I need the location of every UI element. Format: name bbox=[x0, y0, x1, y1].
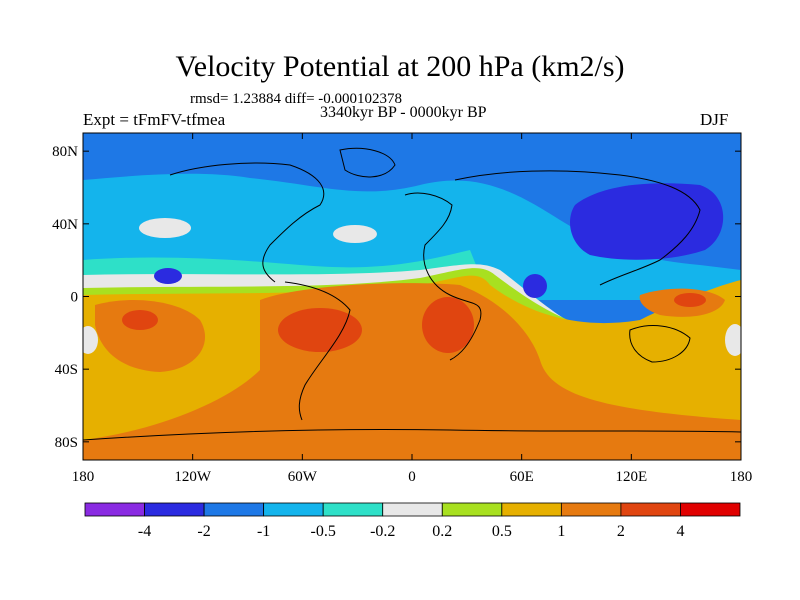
field-red-africa bbox=[422, 297, 474, 353]
field-red-westpac bbox=[674, 293, 706, 307]
axes-layer: 180 120W 60W 0 60E 120E 180 80N 40N 0 40S 80S bbox=[52, 133, 752, 485]
chart-title: Velocity Potential at 200 hPa (km2/s) bbox=[175, 50, 625, 83]
colorbar-label: 2 bbox=[617, 523, 625, 540]
field-darkblue-asia bbox=[570, 183, 724, 260]
colorbar-swatch bbox=[501, 502, 562, 517]
colorbar-swatch bbox=[560, 502, 622, 517]
coastline-antarctica bbox=[83, 428, 741, 441]
x-tick-label: 120W bbox=[174, 469, 212, 485]
colorbar-swatch bbox=[680, 502, 741, 517]
velocity-potential-map bbox=[83, 133, 741, 460]
colorbar-label: -0.2 bbox=[370, 523, 395, 540]
colorbar-label: -2 bbox=[197, 523, 210, 540]
field-red-pacific bbox=[122, 310, 158, 330]
coastlines bbox=[83, 147, 741, 441]
colorbar-label: 0.5 bbox=[492, 523, 512, 540]
colorbar-label: 4 bbox=[676, 523, 684, 540]
y-tick-label: 0 bbox=[71, 290, 79, 306]
field-darkblue-indian bbox=[523, 274, 547, 298]
coastline-greenland bbox=[339, 147, 396, 178]
field-white-northatlantic bbox=[333, 225, 377, 243]
colorbar-swatch bbox=[382, 502, 443, 517]
x-tick-label: 120E bbox=[615, 469, 647, 485]
colorbar-swatch bbox=[322, 502, 384, 517]
colorbar-swatch bbox=[263, 502, 324, 517]
colorbar-label: -1 bbox=[257, 523, 270, 540]
colorbar-swatch bbox=[84, 502, 145, 517]
y-tick-label: 80N bbox=[52, 144, 78, 160]
field-white-pacific-edge bbox=[83, 326, 98, 354]
colorbar-label: -0.5 bbox=[311, 523, 336, 540]
field-orange-region bbox=[83, 283, 741, 460]
x-tick-label: 60W bbox=[288, 469, 318, 485]
x-tick-label: 0 bbox=[408, 469, 416, 485]
coastline-north-america bbox=[169, 162, 325, 283]
colorbar-label: 1 bbox=[557, 523, 565, 540]
x-tick-label: 180 bbox=[730, 469, 753, 485]
period-label: 3340kyr BP - 0000kyr BP bbox=[320, 104, 487, 121]
colorbar-swatch bbox=[203, 502, 265, 517]
field-darkblue-pacific bbox=[154, 268, 182, 284]
colorbar-swatch bbox=[620, 502, 681, 517]
colorbar-label: 0.2 bbox=[432, 523, 452, 540]
x-tick-label: 180 bbox=[72, 469, 95, 485]
colorbar: -4 -2 -1 -0.5 -0.2 0.2 0.5 1 2 4 bbox=[84, 502, 741, 540]
field-white-westpac-edge bbox=[725, 324, 741, 356]
colorbar-label: -4 bbox=[138, 523, 151, 540]
field-white-northpacific bbox=[139, 218, 191, 238]
stats-line: rmsd= 1.23884 diff= -0.000102378 bbox=[190, 91, 403, 107]
y-tick-label: 80S bbox=[55, 435, 78, 451]
experiment-label: Expt = tFmFV-tfmea bbox=[83, 110, 226, 129]
coastline-south-america bbox=[284, 281, 351, 421]
y-tick-label: 40N bbox=[52, 217, 78, 233]
colorbar-swatch bbox=[144, 502, 205, 517]
coastline-europe-africa bbox=[404, 192, 482, 361]
field-red-southamerica bbox=[278, 308, 362, 352]
colorbar-swatch bbox=[441, 502, 503, 517]
season-label: DJF bbox=[700, 110, 729, 129]
coastline-asia bbox=[454, 170, 701, 286]
x-tick-label: 60E bbox=[510, 469, 534, 485]
y-tick-label: 40S bbox=[55, 362, 78, 378]
coastline-australia bbox=[629, 325, 691, 363]
